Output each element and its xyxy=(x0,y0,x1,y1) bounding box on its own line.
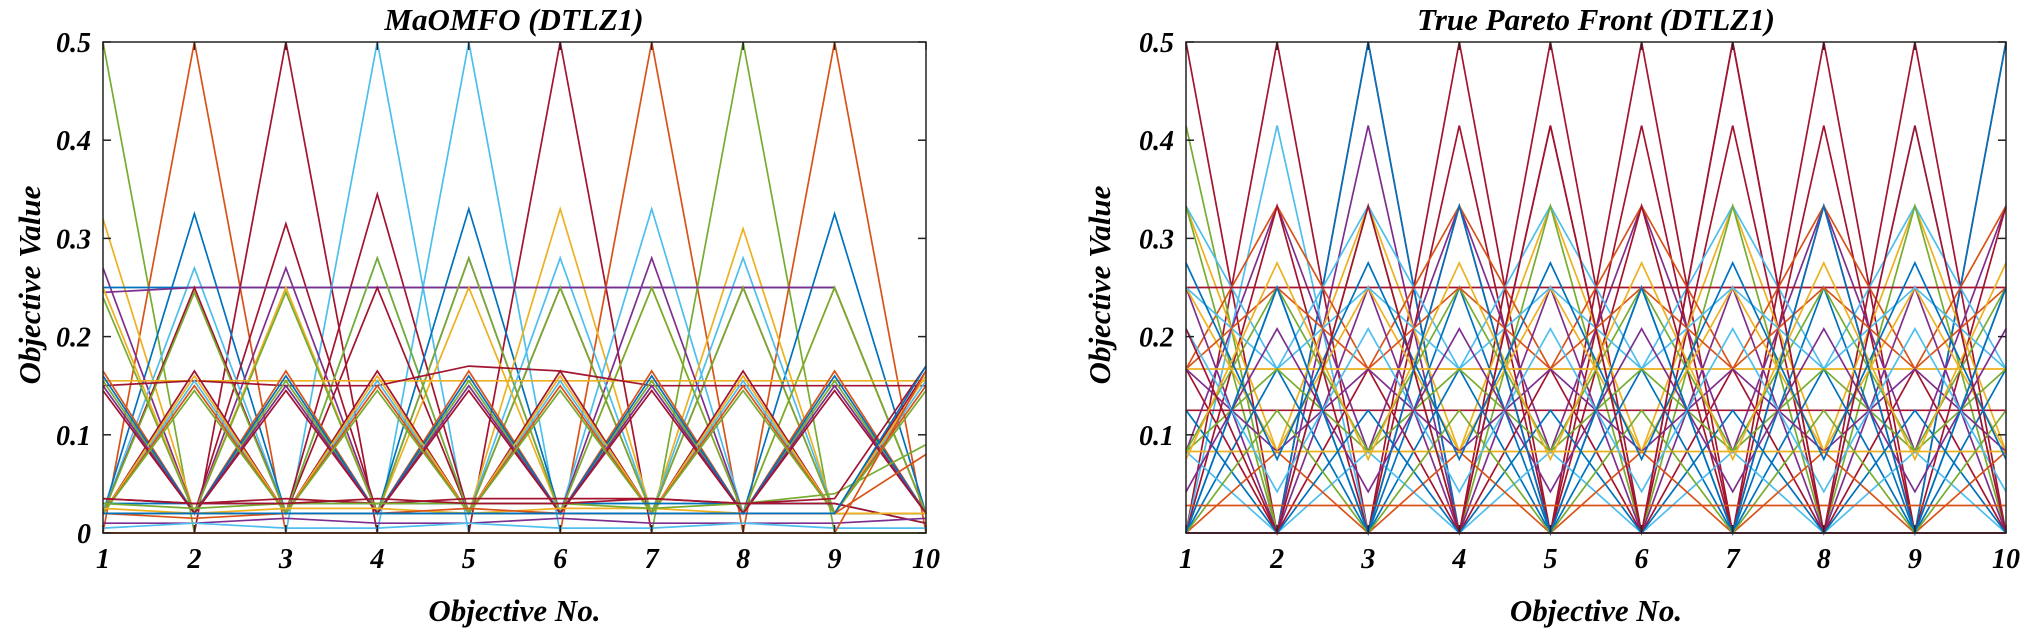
x-tick-label: 1 xyxy=(1179,544,1193,575)
series-line-46 xyxy=(102,365,927,505)
series-line-47 xyxy=(103,365,927,515)
x-tick-label: 2 xyxy=(186,544,201,575)
y-tick-label: 0 xyxy=(77,519,91,550)
chart-title: True Pareto Front (DTLZ1) xyxy=(1417,2,1775,37)
y-axis-label: Objective Value xyxy=(12,185,47,384)
series-line-26 xyxy=(102,255,927,516)
y-tick-label: 0.5 xyxy=(1139,28,1174,59)
y-tick-label: 0.1 xyxy=(1139,421,1174,452)
maomfo-panel: 1 2 3 4 5 6 7 8 9 10 0 0.1 0.2 0.3 0.4 0.5 MaOMFO (DTLZ1… xyxy=(12,2,940,628)
x-tick-label: 4 xyxy=(369,544,384,575)
plot-frame xyxy=(102,41,927,534)
y-tick-label: 0.4 xyxy=(1139,126,1174,157)
series-group xyxy=(102,41,927,534)
series-line-32 xyxy=(1185,408,2007,535)
series-group xyxy=(1185,41,2007,537)
x-tick-label: 8 xyxy=(1817,544,1831,575)
series-line-36 xyxy=(102,384,927,515)
series-line-34 xyxy=(102,374,927,515)
series-line-38 xyxy=(102,389,927,515)
x-axis-label: Objective No. xyxy=(1510,593,1682,628)
series-line-38 xyxy=(1185,260,2007,462)
plot-frame xyxy=(1185,41,2007,534)
x-tick-label: 6 xyxy=(1635,544,1649,575)
x-tick-label: 3 xyxy=(1360,544,1375,575)
x-tick-label: 1 xyxy=(96,544,110,575)
x-axis-label: Objective No. xyxy=(428,593,600,628)
y-tick-label: 0.5 xyxy=(56,28,91,59)
true-pareto-front-panel: 1 2 3 4 5 6 7 8 9 10 0.1 0.2 0.3 0.4 0.5 True Pareto Fr… xyxy=(1082,2,2020,628)
series-line-30 xyxy=(102,369,927,515)
x-tick-label: 10 xyxy=(1992,544,2020,575)
x-tick-label: 4 xyxy=(1451,544,1466,575)
y-tick-label: 0.2 xyxy=(56,323,91,354)
x-tick-label: 3 xyxy=(278,544,293,575)
x-tick-label: 8 xyxy=(736,544,750,575)
x-tick-label: 9 xyxy=(828,544,842,575)
x-tick-label: 2 xyxy=(1269,544,1284,575)
y-axis-label: Objective Value xyxy=(1082,185,1117,384)
y-tick-label: 0.4 xyxy=(56,126,91,157)
y-tick-label: 0.2 xyxy=(1139,323,1174,354)
series-line-40 xyxy=(102,497,927,525)
series-line-40 xyxy=(1185,202,2007,536)
series-line-44 xyxy=(103,517,927,525)
series-line-32 xyxy=(102,379,927,515)
x-tick-label: 7 xyxy=(1726,544,1741,575)
y-tick-label: 0.3 xyxy=(56,224,91,255)
x-tick-label: 7 xyxy=(645,544,660,575)
series-line-39 xyxy=(1185,41,2007,536)
x-tick-label: 5 xyxy=(462,544,476,575)
x-tick-label: 6 xyxy=(553,544,567,575)
series-line-45 xyxy=(102,522,926,529)
series-line-22 xyxy=(102,286,927,514)
x-tick-label: 9 xyxy=(1908,544,1922,575)
series-line-28 xyxy=(102,365,926,387)
y-tick-label: 0.1 xyxy=(56,421,91,452)
x-tick-label: 5 xyxy=(1543,544,1557,575)
series-line-28 xyxy=(1185,450,2007,535)
x-tick-label: 10 xyxy=(912,544,940,575)
y-tick-label: 0.3 xyxy=(1139,224,1174,255)
chart-title: MaOMFO (DTLZ1) xyxy=(383,2,643,37)
